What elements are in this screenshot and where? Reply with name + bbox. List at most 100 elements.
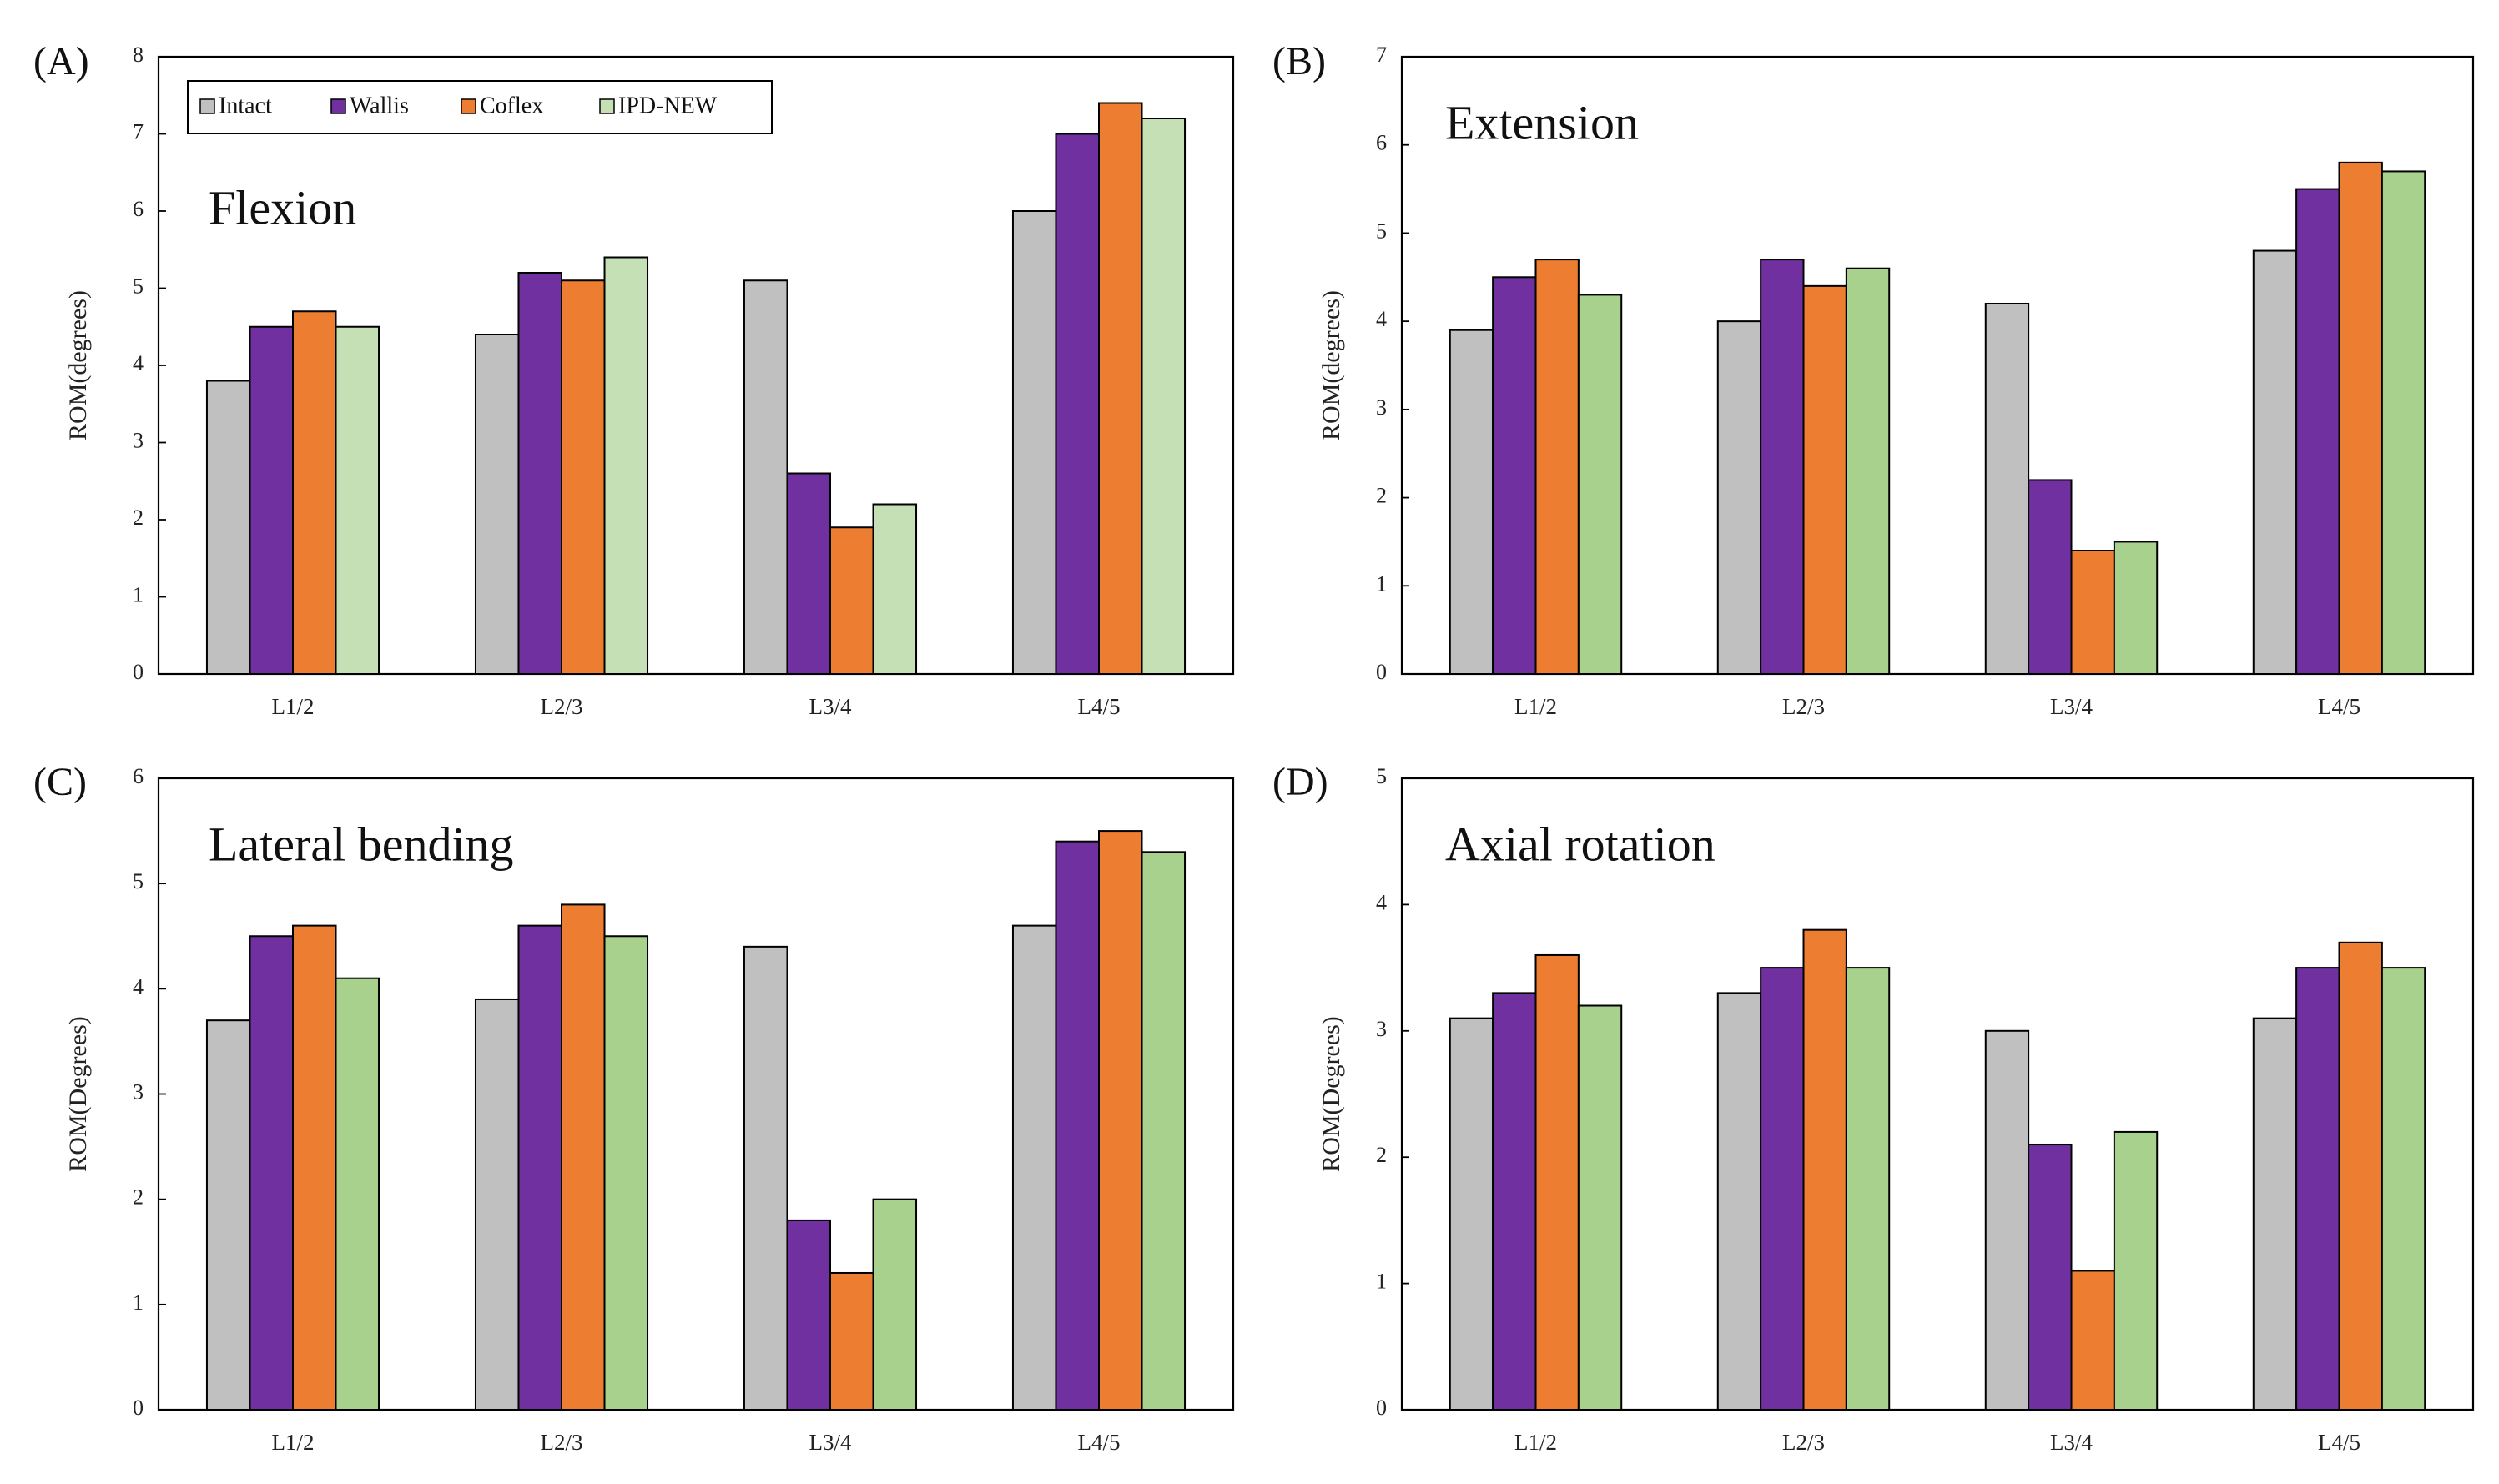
x-category-label: L1/2 xyxy=(1514,694,1557,719)
bar-ipd-new-l3-4 xyxy=(2113,1130,2159,1411)
y-tick-label: 1 xyxy=(133,1290,144,1315)
y-tick-label: 4 xyxy=(1376,890,1387,914)
bar-ipd-new-l3-4 xyxy=(872,503,918,675)
bar-intact-l3-4 xyxy=(1984,1029,2030,1411)
bar-intact-l1-2 xyxy=(1449,329,1494,675)
bar-wallis-l3-4 xyxy=(786,1219,831,1411)
chart-panel-2: (B) 0 1 2 3 4 5 6 7 ROM(degrees) L1/2 L2/3 L3/4 L4/5 E… xyxy=(1272,39,2475,719)
y-axis-label: ROM(degrees) xyxy=(1318,290,1345,440)
bar-intact-l4-5 xyxy=(1011,210,1057,675)
y-tick-label: 3 xyxy=(133,428,144,452)
bar-ipd-new-l4-5 xyxy=(2381,170,2426,675)
bar-coflex-l2-3 xyxy=(1802,928,1847,1411)
bar-coflex-l2-3 xyxy=(561,279,606,675)
x-category-label: L3/4 xyxy=(809,1430,852,1455)
y-tick-label: 1 xyxy=(1376,1270,1387,1294)
chart-panel-4: (D) 0 1 2 3 4 5 ROM(Degrees) L1/2 L2/3 L3/4 L4/5 Axi… xyxy=(1272,760,2475,1455)
y-tick-label: 1 xyxy=(1376,571,1387,596)
bar-coflex-l4-5 xyxy=(2338,161,2383,676)
bar-ipd-new-l4-5 xyxy=(2381,967,2426,1411)
chart-panel-3: (C) 0 1 2 3 4 5 6 ROM(Degrees) L1/2 L2/3 L3/4 L4/5 La… xyxy=(33,760,1235,1455)
bar-ipd-new-l2-3 xyxy=(1845,967,1891,1411)
bar-coflex-l4-5 xyxy=(1098,102,1143,675)
x-category-label: L4/5 xyxy=(1078,1430,1121,1455)
bar-wallis-l3-4 xyxy=(2028,1144,2073,1411)
bar-wallis-l3-4 xyxy=(786,472,831,675)
y-tick-label: 2 xyxy=(133,1185,144,1210)
bar-ipd-new-l3-4 xyxy=(2113,541,2159,676)
bar-coflex-l4-5 xyxy=(2338,941,2383,1411)
bar-intact-l3-4 xyxy=(743,279,788,675)
bar-wallis-l3-4 xyxy=(2028,479,2073,676)
bar-coflex-l3-4 xyxy=(2070,550,2115,675)
y-tick-label: 4 xyxy=(133,974,144,999)
y-tick-label: 4 xyxy=(1376,307,1387,331)
bar-coflex-l1-2 xyxy=(1534,259,1580,675)
y-tick-label: 6 xyxy=(1376,131,1387,155)
legend-label-wallis: Wallis xyxy=(350,93,409,118)
panel-title: Extension xyxy=(1445,95,1639,149)
bar-intact-l4-5 xyxy=(2252,249,2298,675)
bar-coflex-l4-5 xyxy=(1098,830,1143,1411)
y-axis-label: ROM(Degrees) xyxy=(64,1016,92,1172)
bar-coflex-l3-4 xyxy=(2070,1270,2115,1411)
y-tick-label: 0 xyxy=(1376,1396,1387,1420)
bar-coflex-l3-4 xyxy=(829,1271,874,1411)
bar-ipd-new-l2-3 xyxy=(603,256,649,675)
legend-label-coflex: Coflex xyxy=(480,93,543,118)
x-category-label: L1/2 xyxy=(272,1430,315,1455)
bar-coflex-l2-3 xyxy=(1802,284,1847,675)
legend-swatch-coflex xyxy=(461,98,476,114)
x-category-label: L3/4 xyxy=(809,694,852,719)
x-category-label: L2/3 xyxy=(1782,694,1825,719)
bar-wallis-l2-3 xyxy=(1760,967,1805,1411)
chart-panel-1: (A) 0 1 2 3 4 5 6 7 8 ROM(degrees) L1/2 L2/3 L3/4 L4/5… xyxy=(33,39,1235,719)
panel-letter: (B) xyxy=(1272,39,1326,83)
bar-intact-l2-3 xyxy=(474,334,520,675)
x-category-label: L4/5 xyxy=(2318,694,2360,719)
bar-intact-l4-5 xyxy=(1011,924,1057,1411)
x-category-label: L3/4 xyxy=(2050,1430,2093,1455)
y-tick-label: 5 xyxy=(133,274,144,298)
bar-coflex-l2-3 xyxy=(561,903,606,1411)
x-category-label: L2/3 xyxy=(541,1430,583,1455)
y-axis-label: ROM(Degrees) xyxy=(1318,1016,1345,1172)
y-tick-label: 3 xyxy=(1376,1017,1387,1041)
y-tick-label: 2 xyxy=(1376,1143,1387,1167)
bar-ipd-new-l4-5 xyxy=(1141,851,1187,1411)
panel-title: Flexion xyxy=(209,180,356,234)
bar-wallis-l2-3 xyxy=(517,924,562,1411)
y-tick-label: 6 xyxy=(133,197,144,221)
bar-ipd-new-l1-2 xyxy=(1577,1004,1623,1411)
y-tick-label: 5 xyxy=(1376,764,1387,788)
y-tick-label: 6 xyxy=(133,764,144,788)
bar-ipd-new-l1-2 xyxy=(335,977,380,1411)
y-tick-label: 1 xyxy=(133,582,144,606)
panel-letter: (A) xyxy=(33,39,89,83)
legend-label-ipd-new: IPD-NEW xyxy=(618,93,718,118)
bar-wallis-l2-3 xyxy=(1760,259,1805,675)
bar-intact-l3-4 xyxy=(743,945,788,1411)
bar-wallis-l4-5 xyxy=(2295,967,2340,1411)
y-tick-label: 5 xyxy=(1376,219,1387,243)
bar-wallis-l1-2 xyxy=(249,935,295,1411)
panel-letter: (C) xyxy=(33,760,87,804)
bar-coflex-l1-2 xyxy=(292,924,337,1411)
bar-coflex-l1-2 xyxy=(292,310,337,675)
bar-ipd-new-l2-3 xyxy=(1845,267,1891,675)
legend-swatch-intact xyxy=(199,98,215,114)
bar-wallis-l4-5 xyxy=(1055,840,1100,1411)
bar-ipd-new-l1-2 xyxy=(1577,294,1623,675)
bar-ipd-new-l2-3 xyxy=(603,935,649,1411)
bar-intact-l1-2 xyxy=(205,380,251,675)
y-tick-label: 8 xyxy=(133,43,144,67)
legend: Intact Wallis Coflex IPD-NEW xyxy=(187,80,773,134)
bar-intact-l2-3 xyxy=(474,998,520,1411)
legend-label-intact: Intact xyxy=(219,93,272,118)
x-category-label: L1/2 xyxy=(1514,1430,1557,1455)
legend-box xyxy=(187,80,773,134)
x-category-label: L1/2 xyxy=(272,694,315,719)
y-tick-label: 0 xyxy=(133,1396,144,1420)
y-tick-label: 2 xyxy=(1376,484,1387,508)
